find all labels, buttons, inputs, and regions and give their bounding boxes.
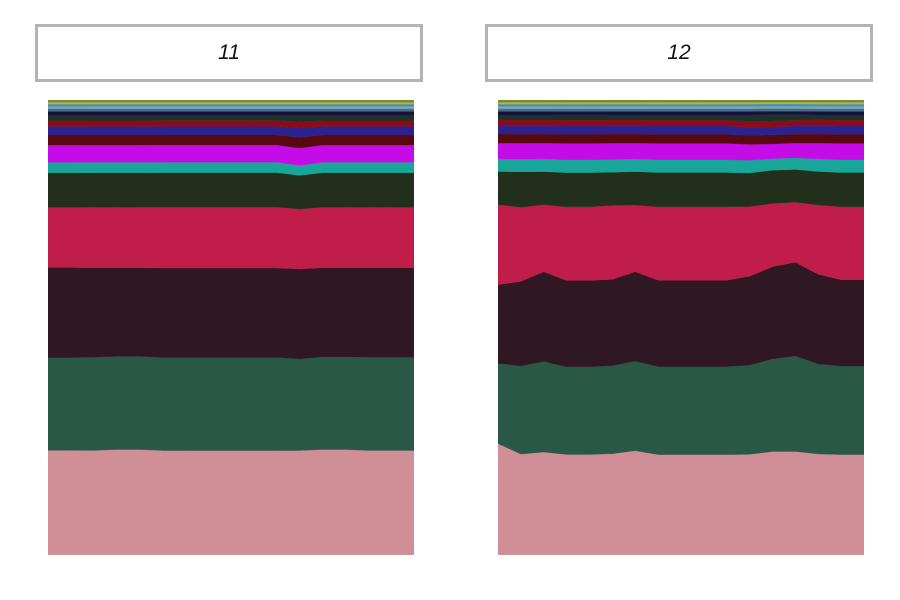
chart-title: 12 (667, 41, 691, 64)
stacked-area-plot (48, 100, 414, 555)
area-series-15 (498, 102, 864, 105)
chart-title-box: 11 (35, 24, 423, 82)
stacked-area-plot (498, 100, 864, 555)
area-series-6 (48, 144, 414, 166)
area-series-0 (498, 443, 864, 555)
area-series-16 (498, 100, 864, 103)
area-series-13 (498, 106, 864, 109)
area-series-4 (498, 169, 864, 208)
area-series-15 (48, 102, 414, 105)
area-series-16 (48, 100, 414, 103)
area-series-13 (48, 106, 414, 109)
area-series-5 (498, 157, 864, 174)
area-series-0 (48, 449, 414, 555)
area-series-12 (48, 108, 414, 112)
area-series-14 (48, 103, 414, 107)
chart-panel-12: 12 (450, 0, 900, 600)
chart-title: 11 (218, 41, 240, 64)
area-series-2 (48, 267, 414, 359)
area-series-3 (48, 207, 414, 270)
area-series-1 (48, 356, 414, 451)
area-series-12 (498, 108, 864, 112)
area-series-14 (498, 103, 864, 107)
chart-title-box: 12 (485, 24, 873, 82)
area-series-1 (498, 355, 864, 455)
area-series-7 (498, 133, 864, 145)
area-series-8 (498, 125, 864, 136)
chart-panel-11: 11 (35, 24, 423, 555)
area-series-11 (48, 111, 414, 116)
area-series-4 (48, 172, 414, 210)
area-series-6 (498, 142, 864, 161)
area-series-11 (498, 111, 864, 116)
